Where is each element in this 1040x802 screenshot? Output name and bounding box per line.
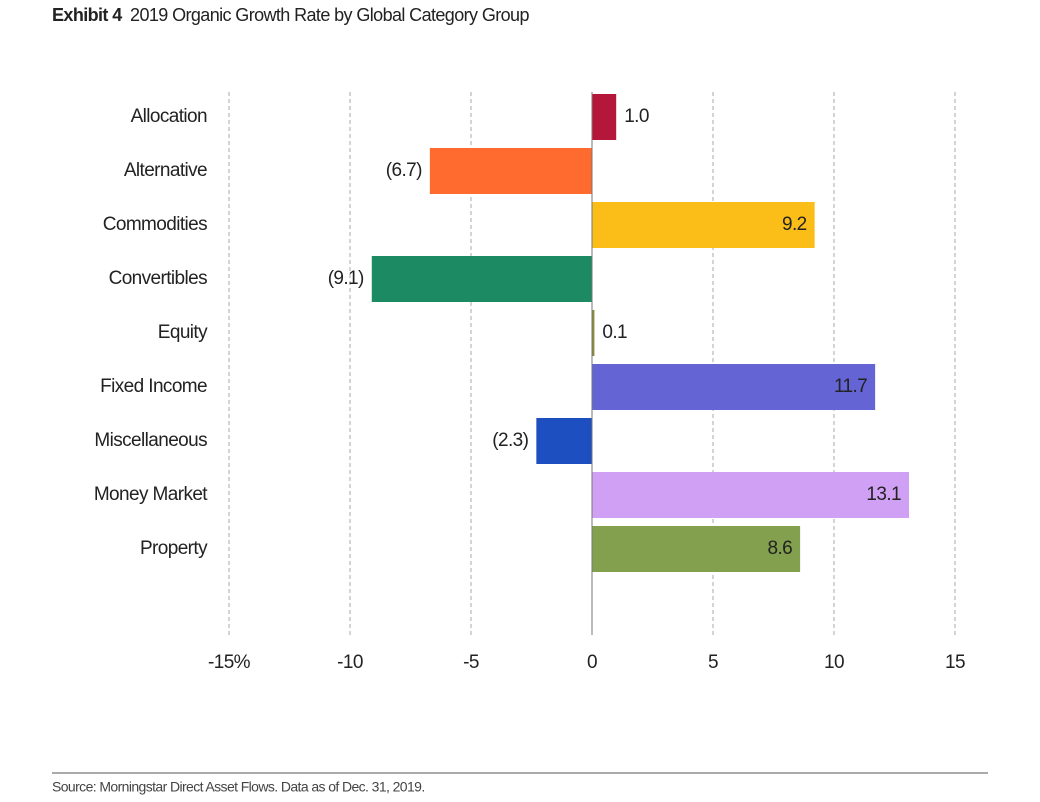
bar [536,418,592,464]
bar [429,148,592,194]
source-note: Source: Morningstar Direct Asset Flows. … [52,779,425,795]
x-tick-label: -10 [337,652,363,673]
category-label: Convertibles [109,268,208,289]
value-label: (9.1) [328,268,364,289]
category-label: Property [140,538,208,559]
bar [592,310,595,356]
x-tick-label: -5 [463,652,479,673]
category-label: Allocation [131,106,207,127]
category-label: Commodities [103,214,207,235]
chart-title: 2019 Organic Growth Rate by Global Categ… [130,5,529,25]
bar [592,526,801,572]
x-tick-label: 0 [587,652,597,673]
value-label: 11.7 [834,376,867,397]
exhibit-label: Exhibit 4 [52,5,122,25]
value-label: (6.7) [386,160,422,181]
bar [592,364,876,410]
value-label: 0.1 [602,322,627,343]
category-label: Money Market [94,484,208,505]
x-tick-label: -15% [208,652,251,673]
category-label: Fixed Income [100,376,207,397]
x-tick-label: 15 [945,652,965,673]
value-label: 1.0 [624,106,649,127]
category-label: Equity [158,322,208,343]
category-label: Miscellaneous [94,430,207,451]
bar [592,202,815,248]
bar [592,472,910,518]
bar [592,94,617,140]
bar [371,256,592,302]
value-label: 9.2 [782,214,807,235]
value-label: 13.1 [866,484,901,505]
x-tick-label: 5 [708,652,718,673]
value-label: (2.3) [492,430,528,451]
value-label: 8.6 [767,538,792,559]
chart-title-group: Exhibit 4 2019 Organic Growth Rate by Gl… [52,5,529,25]
x-tick-label: 10 [824,652,844,673]
category-label: Alternative [124,160,207,181]
